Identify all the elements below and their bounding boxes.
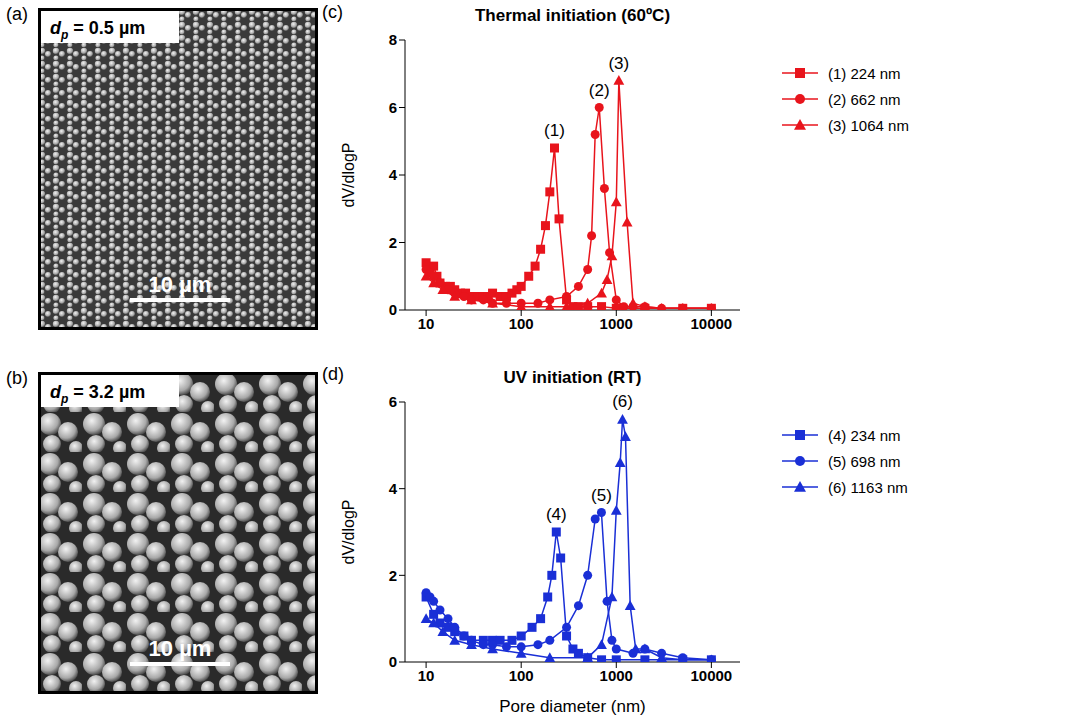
svg-text:(6): (6) xyxy=(612,392,633,411)
svg-text:Pore diameter (nm): Pore diameter (nm) xyxy=(499,697,645,716)
svg-text:(5): (5) xyxy=(591,486,612,505)
svg-text:6: 6 xyxy=(389,99,397,116)
html-text:(5) 698 nm: (5) 698 nm xyxy=(828,452,901,470)
svg-text:2: 2 xyxy=(389,234,397,251)
html-text:(3) 1064 nm: (3) 1064 nm xyxy=(828,116,909,134)
html-text:(d): (d) xyxy=(322,364,344,384)
svg-text:(3): (3) xyxy=(608,54,629,73)
svg-text:100: 100 xyxy=(509,667,534,684)
html-text:(a): (a) xyxy=(6,4,28,24)
html-text:(6) 1163 nm: (6) 1163 nm xyxy=(828,478,908,496)
svg-text:10000: 10000 xyxy=(691,667,733,684)
html-text:(1) 224 nm: (1) 224 nm xyxy=(828,64,901,82)
svg-text:(1): (1) xyxy=(544,121,565,140)
svg-text:100: 100 xyxy=(509,315,534,332)
svg-text:10000: 10000 xyxy=(691,315,733,332)
svg-text:dp = 0.5 µm: dp = 0.5 µm xyxy=(50,18,145,42)
svg-text:dp = 3.2 µm: dp = 3.2 µm xyxy=(50,382,145,406)
svg-text:1000: 1000 xyxy=(600,315,633,332)
svg-text:10 µm: 10 µm xyxy=(149,636,212,661)
svg-text:dV/dlogP: dV/dlogP xyxy=(340,143,357,208)
html-text:(b): (b) xyxy=(6,368,28,388)
svg-text:2: 2 xyxy=(389,567,397,584)
html-text:(2) 662 nm: (2) 662 nm xyxy=(828,90,901,108)
svg-text:(4): (4) xyxy=(546,505,567,524)
svg-text:(2): (2) xyxy=(589,81,610,100)
svg-text:6: 6 xyxy=(389,393,397,410)
html-text:UV initiation (RT): UV initiation (RT) xyxy=(503,368,642,387)
svg-text:0: 0 xyxy=(389,301,397,318)
svg-text:4: 4 xyxy=(389,480,398,497)
html-text:Thermal initiation (60ºC): Thermal initiation (60ºC) xyxy=(474,6,671,25)
svg-text:1000: 1000 xyxy=(600,667,633,684)
svg-text:10: 10 xyxy=(418,667,435,684)
html-text:(4) 234 nm: (4) 234 nm xyxy=(828,426,901,444)
svg-text:10 µm: 10 µm xyxy=(149,272,212,297)
svg-text:8: 8 xyxy=(389,31,397,48)
svg-text:dV/dlogP: dV/dlogP xyxy=(340,500,357,565)
svg-text:4: 4 xyxy=(389,166,398,183)
html-text:(c): (c) xyxy=(322,2,343,22)
svg-text:0: 0 xyxy=(389,653,397,670)
svg-text:10: 10 xyxy=(418,315,435,332)
